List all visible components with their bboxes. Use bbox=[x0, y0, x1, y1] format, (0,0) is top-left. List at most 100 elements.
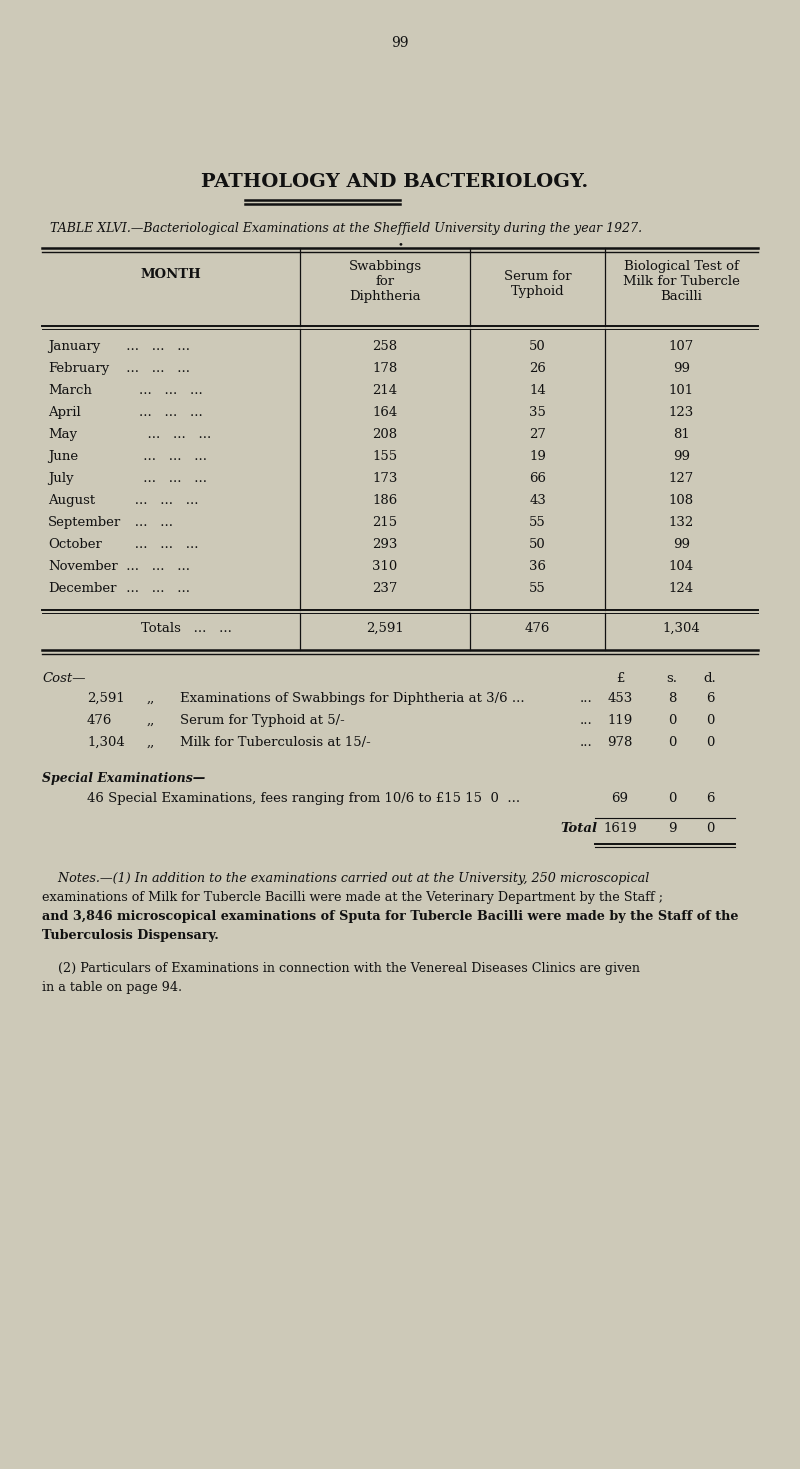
Text: ...   ...   ...: ... ... ... bbox=[122, 538, 198, 551]
Text: ...   ...   ...: ... ... ... bbox=[122, 339, 190, 353]
Text: January: January bbox=[48, 339, 100, 353]
Text: ...   ...   ...: ... ... ... bbox=[122, 450, 207, 463]
Text: Examinations of Swabbings for Diphtheria at 3/6 ...: Examinations of Swabbings for Diphtheria… bbox=[180, 692, 525, 705]
Text: 69: 69 bbox=[611, 792, 629, 805]
Text: Tuberculosis Dispensary.: Tuberculosis Dispensary. bbox=[42, 928, 218, 942]
Text: and 3,846 microscopical examinations of Sputa for Tubercle Bacilli were made by : and 3,846 microscopical examinations of … bbox=[42, 909, 738, 923]
Text: 178: 178 bbox=[372, 361, 398, 375]
Text: £: £ bbox=[616, 671, 624, 685]
Text: PATHOLOGY AND BACTERIOLOGY.: PATHOLOGY AND BACTERIOLOGY. bbox=[202, 173, 589, 191]
Text: 108: 108 bbox=[669, 494, 694, 507]
Text: 101: 101 bbox=[669, 383, 694, 397]
Text: ,,: ,, bbox=[147, 736, 155, 749]
Text: 215: 215 bbox=[373, 516, 398, 529]
Text: ...   ...   ...: ... ... ... bbox=[122, 383, 202, 397]
Text: 14: 14 bbox=[529, 383, 546, 397]
Text: June: June bbox=[48, 450, 78, 463]
Text: 1,304: 1,304 bbox=[662, 621, 700, 635]
Text: ...   ...   ...: ... ... ... bbox=[122, 427, 211, 441]
Text: 258: 258 bbox=[373, 339, 398, 353]
Text: ,,: ,, bbox=[147, 714, 155, 727]
Text: ...   ...   ...: ... ... ... bbox=[122, 560, 190, 573]
Text: ,,: ,, bbox=[147, 692, 155, 705]
Text: 99: 99 bbox=[673, 361, 690, 375]
Text: 19: 19 bbox=[529, 450, 546, 463]
Text: 476: 476 bbox=[87, 714, 112, 727]
Text: 36: 36 bbox=[529, 560, 546, 573]
Text: ...   ...: ... ... bbox=[122, 516, 173, 529]
Text: 0: 0 bbox=[706, 714, 714, 727]
Text: 107: 107 bbox=[669, 339, 694, 353]
Text: Totals   ...   ...: Totals ... ... bbox=[141, 621, 231, 635]
Text: examinations of Milk for Tubercle Bacilli were made at the Veterinary Department: examinations of Milk for Tubercle Bacill… bbox=[42, 892, 663, 903]
Text: 9: 9 bbox=[668, 823, 676, 834]
Text: August: August bbox=[48, 494, 95, 507]
Text: TABLE XLVI.—Bacteriological Examinations at the Sheffield University during the : TABLE XLVI.—Bacteriological Examinations… bbox=[50, 222, 642, 235]
Text: 104: 104 bbox=[669, 560, 694, 573]
Text: 119: 119 bbox=[607, 714, 633, 727]
Text: ...   ...   ...: ... ... ... bbox=[122, 405, 202, 419]
Text: 66: 66 bbox=[529, 472, 546, 485]
Text: ...   ...   ...: ... ... ... bbox=[122, 582, 190, 595]
Text: 132: 132 bbox=[669, 516, 694, 529]
Text: 2,591: 2,591 bbox=[366, 621, 404, 635]
Text: 127: 127 bbox=[669, 472, 694, 485]
Text: Serum for
Typhoid: Serum for Typhoid bbox=[504, 270, 571, 298]
Text: 2,591: 2,591 bbox=[87, 692, 125, 705]
Text: Special Examinations—: Special Examinations— bbox=[42, 773, 206, 784]
Text: Serum for Typhoid at 5/-: Serum for Typhoid at 5/- bbox=[180, 714, 345, 727]
Text: ...   ...   ...: ... ... ... bbox=[122, 494, 198, 507]
Text: 81: 81 bbox=[673, 427, 690, 441]
Text: 155: 155 bbox=[373, 450, 398, 463]
Text: February: February bbox=[48, 361, 110, 375]
Text: September: September bbox=[48, 516, 122, 529]
Text: 6: 6 bbox=[706, 792, 714, 805]
Text: 237: 237 bbox=[372, 582, 398, 595]
Text: 50: 50 bbox=[529, 538, 546, 551]
Text: 99: 99 bbox=[391, 37, 409, 50]
Text: s.: s. bbox=[666, 671, 678, 685]
Text: 978: 978 bbox=[607, 736, 633, 749]
Text: 173: 173 bbox=[372, 472, 398, 485]
Text: Swabbings
for
Diphtheria: Swabbings for Diphtheria bbox=[349, 260, 422, 303]
Text: ...   ...   ...: ... ... ... bbox=[122, 472, 207, 485]
Text: 0: 0 bbox=[668, 714, 676, 727]
Text: Notes.—(1) In addition to the examinations carried out at the University, 250 mi: Notes.—(1) In addition to the examinatio… bbox=[42, 873, 650, 884]
Text: Biological Test of
Milk for Tubercle
Bacilli: Biological Test of Milk for Tubercle Bac… bbox=[623, 260, 740, 303]
Text: 43: 43 bbox=[529, 494, 546, 507]
Text: 476: 476 bbox=[525, 621, 550, 635]
Text: 0: 0 bbox=[668, 792, 676, 805]
Text: July: July bbox=[48, 472, 74, 485]
Text: ...   ...   ...: ... ... ... bbox=[122, 361, 190, 375]
Text: March: March bbox=[48, 383, 92, 397]
Text: •: • bbox=[397, 239, 403, 250]
Text: 46 Special Examinations, fees ranging from 10/6 to £15 15  0  ...: 46 Special Examinations, fees ranging fr… bbox=[87, 792, 520, 805]
Text: 99: 99 bbox=[673, 450, 690, 463]
Text: 35: 35 bbox=[529, 405, 546, 419]
Text: in a table on page 94.: in a table on page 94. bbox=[42, 981, 182, 995]
Text: ...: ... bbox=[580, 714, 593, 727]
Text: 0: 0 bbox=[668, 736, 676, 749]
Text: 208: 208 bbox=[373, 427, 398, 441]
Text: 50: 50 bbox=[529, 339, 546, 353]
Text: 1619: 1619 bbox=[603, 823, 637, 834]
Text: Total: Total bbox=[560, 823, 597, 834]
Text: 164: 164 bbox=[372, 405, 398, 419]
Text: 99: 99 bbox=[673, 538, 690, 551]
Text: Cost—: Cost— bbox=[42, 671, 86, 685]
Text: May: May bbox=[48, 427, 77, 441]
Text: November: November bbox=[48, 560, 118, 573]
Text: 26: 26 bbox=[529, 361, 546, 375]
Text: April: April bbox=[48, 405, 81, 419]
Text: 123: 123 bbox=[669, 405, 694, 419]
Text: ...: ... bbox=[580, 692, 593, 705]
Text: 124: 124 bbox=[669, 582, 694, 595]
Text: 55: 55 bbox=[529, 516, 546, 529]
Text: 27: 27 bbox=[529, 427, 546, 441]
Text: October: October bbox=[48, 538, 102, 551]
Text: 8: 8 bbox=[668, 692, 676, 705]
Text: 293: 293 bbox=[372, 538, 398, 551]
Text: 6: 6 bbox=[706, 692, 714, 705]
Text: 214: 214 bbox=[373, 383, 398, 397]
Text: 453: 453 bbox=[607, 692, 633, 705]
